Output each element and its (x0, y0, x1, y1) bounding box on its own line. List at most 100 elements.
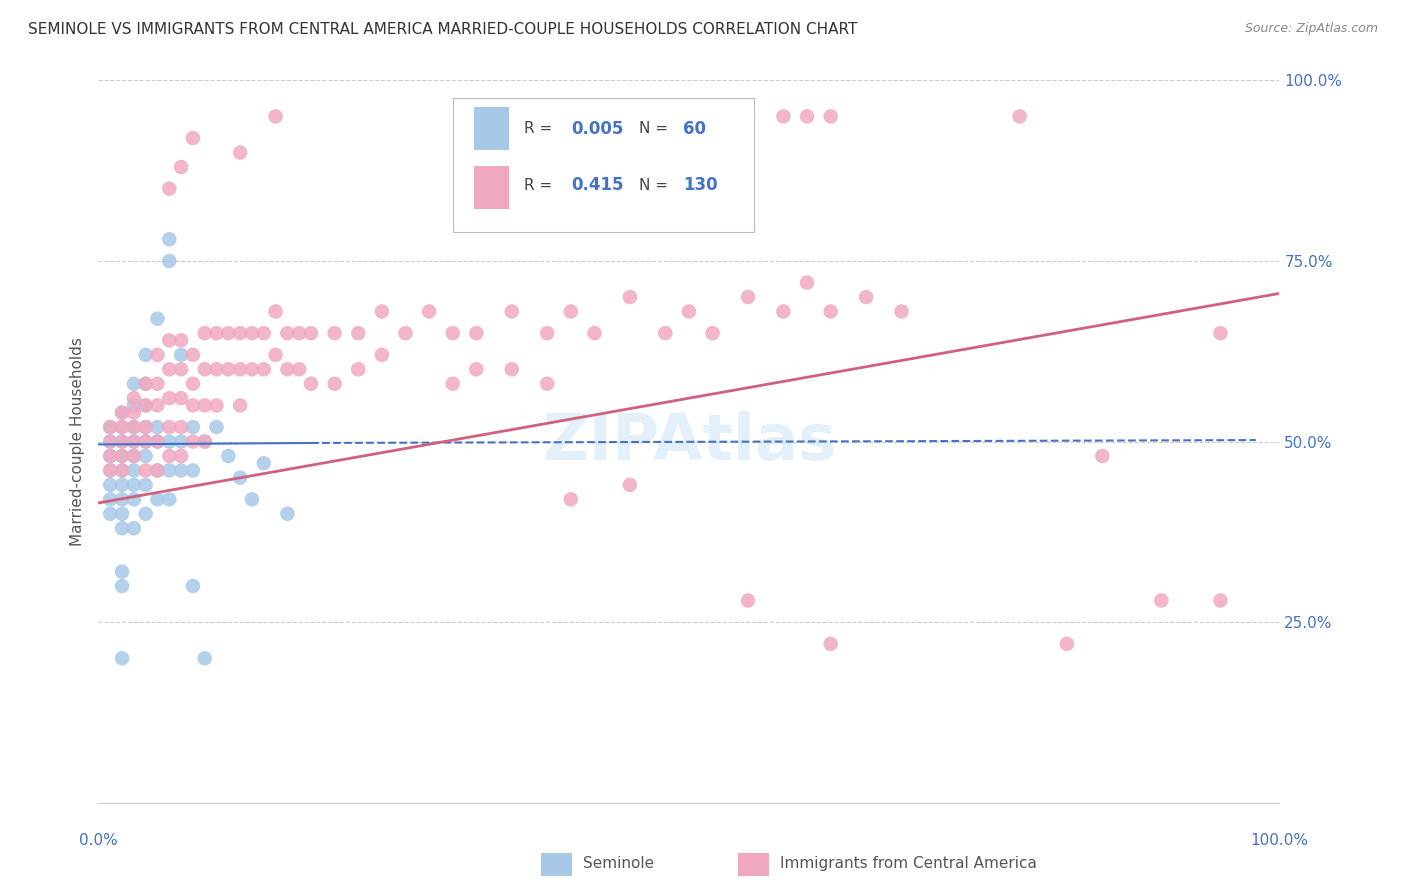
Point (229, 470, 252, 484)
Point (111, 420, 134, 434)
Point (170, 420, 193, 434)
Point (122, 434, 145, 449)
Text: Seminole: Seminole (583, 856, 655, 871)
Point (276, 362, 298, 376)
Point (98, 449, 121, 463)
Point (181, 434, 204, 449)
Text: R =: R = (523, 121, 551, 136)
Point (276, 326, 298, 340)
Point (264, 348, 287, 362)
Point (299, 376, 322, 391)
Point (157, 463, 180, 477)
Point (855, 290, 877, 304)
Point (194, 434, 217, 449)
Point (98, 449, 121, 463)
Point (157, 334, 180, 348)
Point (501, 362, 523, 376)
Point (323, 376, 346, 391)
Point (205, 326, 228, 340)
Point (111, 651, 134, 665)
Point (135, 434, 157, 449)
Point (253, 326, 276, 340)
Point (194, 398, 217, 412)
Point (536, 326, 558, 340)
Point (890, 304, 912, 318)
Point (135, 376, 157, 391)
Point (170, 391, 193, 405)
Text: ZIPAtlas: ZIPAtlas (541, 410, 837, 473)
Point (820, 304, 842, 318)
Point (111, 463, 134, 477)
Text: 0.415: 0.415 (571, 176, 623, 194)
Point (135, 420, 157, 434)
Point (560, 304, 582, 318)
Point (737, 218, 759, 232)
Point (170, 362, 193, 376)
Point (111, 406, 134, 420)
Point (146, 398, 169, 412)
Point (240, 362, 263, 376)
Point (737, 593, 759, 607)
Point (619, 290, 641, 304)
Point (181, 420, 204, 434)
Point (111, 565, 134, 579)
Point (217, 362, 239, 376)
Point (501, 304, 523, 318)
Point (347, 326, 370, 340)
Text: Source: ZipAtlas.com: Source: ZipAtlas.com (1244, 22, 1378, 36)
Point (181, 579, 204, 593)
Point (1091, 449, 1114, 463)
Point (323, 326, 346, 340)
Point (111, 420, 134, 434)
Point (229, 145, 252, 160)
Point (98, 420, 121, 434)
Point (135, 348, 157, 362)
Point (654, 326, 676, 340)
Point (122, 398, 145, 412)
Point (98, 434, 121, 449)
Point (98, 434, 121, 449)
Point (820, 637, 842, 651)
Point (253, 456, 276, 470)
Point (157, 492, 180, 507)
Point (205, 362, 228, 376)
Point (157, 434, 180, 449)
Point (98, 463, 121, 477)
Point (157, 253, 180, 268)
Point (205, 398, 228, 412)
Point (98, 463, 121, 477)
Point (122, 463, 145, 477)
Point (181, 348, 204, 362)
Point (146, 348, 169, 362)
Point (796, 110, 818, 124)
Point (135, 376, 157, 391)
Point (157, 362, 180, 376)
Point (170, 449, 193, 463)
Point (146, 420, 169, 434)
Point (229, 326, 252, 340)
FancyBboxPatch shape (453, 98, 754, 232)
Point (146, 376, 169, 391)
Point (135, 449, 157, 463)
Point (111, 579, 134, 593)
Point (465, 362, 488, 376)
Point (170, 434, 193, 449)
Point (122, 406, 145, 420)
Point (146, 492, 169, 507)
Point (122, 492, 145, 507)
Point (98, 507, 121, 521)
Text: 130: 130 (683, 176, 717, 194)
Text: 100.0%: 100.0% (1250, 833, 1309, 848)
Point (98, 478, 121, 492)
Point (135, 507, 157, 521)
Point (217, 449, 239, 463)
Point (111, 434, 134, 449)
Point (441, 326, 464, 340)
Point (583, 326, 606, 340)
Point (264, 110, 287, 124)
Point (111, 478, 134, 492)
Point (194, 434, 217, 449)
Point (146, 463, 169, 477)
Point (465, 326, 488, 340)
Point (146, 311, 169, 326)
